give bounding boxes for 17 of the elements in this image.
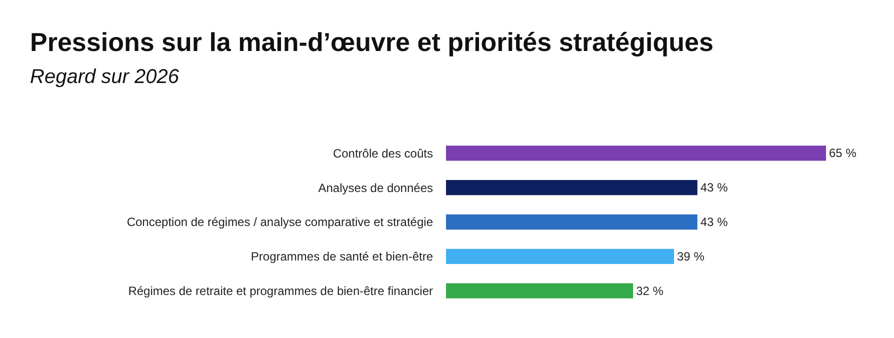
y-tick-label: Programmes de santé et bien-être bbox=[250, 250, 434, 264]
chart-title: Pressions sur la main-d’œuvre et priorités stratégiques bbox=[30, 27, 714, 57]
y-tick-label: Conception de régimes / analyse comparative et stratégie bbox=[126, 215, 434, 230]
bar bbox=[446, 146, 826, 161]
bar bbox=[446, 283, 634, 298]
data-label: 65 % bbox=[829, 146, 857, 160]
y-tick-label: Contrôle des coûts bbox=[332, 146, 433, 160]
text: Regard sur 2026 bbox=[30, 66, 180, 88]
y-tick-label: Analyses de données bbox=[318, 180, 433, 195]
data-label: 43 % bbox=[700, 180, 728, 195]
y-tick-label: Régimes de retraite et programmes de bien-être financier bbox=[128, 284, 433, 298]
bar bbox=[446, 214, 698, 230]
data-label: 43 % bbox=[700, 215, 728, 229]
data-label: 32 % bbox=[636, 284, 664, 298]
bar bbox=[446, 180, 698, 196]
bar bbox=[446, 248, 674, 264]
data-label: 39 % bbox=[677, 249, 705, 264]
